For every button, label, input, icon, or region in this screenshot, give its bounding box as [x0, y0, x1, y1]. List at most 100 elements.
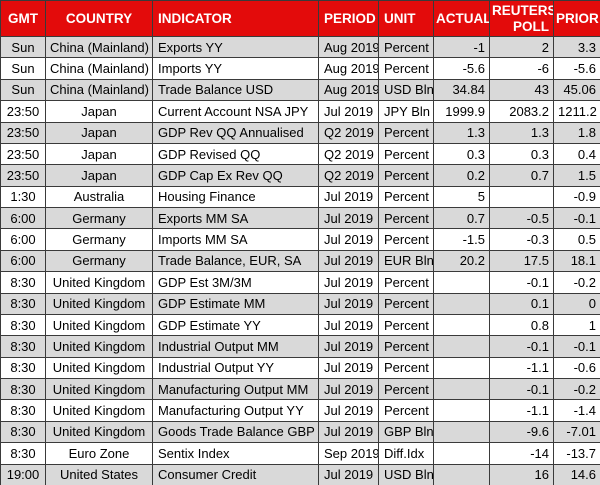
cell-period: Jul 2019: [318, 249, 379, 273]
cell-indicator: Industrial Output YY: [152, 356, 319, 380]
table-row: 8:30 United Kingdom GDP Estimate MM Jul 201…: [0, 292, 600, 315]
cell-unit: Percent: [378, 377, 434, 401]
cell-country: Japan: [45, 164, 153, 187]
cell-poll: 0.8: [489, 313, 554, 337]
cell-gmt: 19:00: [0, 463, 46, 485]
cell-period: Jul 2019: [318, 271, 379, 294]
cell-gmt: 8:30: [0, 313, 46, 337]
cell-actual: [433, 399, 490, 422]
cell-prior: -7.01: [553, 420, 600, 444]
cell-prior: 3.3: [553, 35, 600, 59]
col-header-country: COUNTRY: [45, 0, 153, 37]
cell-unit: Percent: [378, 399, 434, 422]
cell-poll: -14: [489, 442, 554, 465]
col-header-prior: PRIOR: [553, 0, 600, 37]
cell-poll: -1.1: [489, 399, 554, 422]
col-header-period: PERIOD: [318, 0, 379, 37]
cell-period: Jul 2019: [318, 463, 379, 485]
cell-unit: EUR Bln: [378, 249, 434, 273]
cell-indicator: Exports MM SA: [152, 206, 319, 230]
cell-actual: [433, 377, 490, 401]
cell-poll: 17.5: [489, 249, 554, 273]
cell-period: Aug 2019: [318, 35, 379, 59]
cell-prior: 1.8: [553, 121, 600, 144]
col-header-indicator: INDICATOR: [152, 0, 319, 37]
cell-gmt: 6:00: [0, 249, 46, 273]
col-header-reuters-poll: REUTERS POLL: [489, 0, 554, 37]
cell-period: Jul 2019: [318, 292, 379, 315]
cell-gmt: 23:50: [0, 164, 46, 187]
cell-poll: -9.6: [489, 420, 554, 444]
cell-indicator: Imports MM SA: [152, 228, 319, 251]
cell-unit: Percent: [378, 164, 434, 187]
table-row: 23:50 Japan Current Account NSA JPY Jul 201…: [0, 100, 600, 123]
table-row: 6:00 Germany Exports MM SA Jul 2019 Percent 0…: [0, 206, 600, 230]
cell-country: United Kingdom: [45, 335, 153, 358]
cell-gmt: 23:50: [0, 142, 46, 166]
cell-gmt: 8:30: [0, 335, 46, 358]
cell-country: China (Mainland): [45, 35, 153, 59]
cell-indicator: GDP Est 3M/3M: [152, 271, 319, 294]
cell-gmt: 23:50: [0, 121, 46, 144]
cell-period: Jul 2019: [318, 313, 379, 337]
cell-unit: Percent: [378, 121, 434, 144]
cell-period: Q2 2019: [318, 142, 379, 166]
cell-indicator: GDP Cap Ex Rev QQ: [152, 164, 319, 187]
cell-unit: Percent: [378, 185, 434, 209]
cell-actual: [433, 271, 490, 294]
cell-gmt: 6:00: [0, 228, 46, 251]
cell-country: Japan: [45, 121, 153, 144]
cell-indicator: Trade Balance USD: [152, 78, 319, 102]
table-row: Sun China (Mainland) Trade Balance USD Aug …: [0, 78, 600, 102]
table-row: 1:30 Australia Housing Finance Jul 2019 Perc…: [0, 185, 600, 209]
cell-period: Jul 2019: [318, 335, 379, 358]
cell-country: United Kingdom: [45, 420, 153, 444]
col-header-gmt: GMT: [0, 0, 46, 37]
cell-prior: -0.9: [553, 185, 600, 209]
cell-country: China (Mainland): [45, 78, 153, 102]
cell-poll: 43: [489, 78, 554, 102]
cell-prior: -0.1: [553, 206, 600, 230]
table-row: 8:30 United Kingdom Industrial Output YY Ju…: [0, 356, 600, 380]
cell-prior: 0.4: [553, 142, 600, 166]
cell-period: Jul 2019: [318, 377, 379, 401]
cell-indicator: GDP Rev QQ Annualised: [152, 121, 319, 144]
cell-indicator: Imports YY: [152, 57, 319, 80]
cell-unit: Percent: [378, 57, 434, 80]
cell-period: Jul 2019: [318, 399, 379, 422]
cell-prior: -0.2: [553, 271, 600, 294]
cell-indicator: Consumer Credit: [152, 463, 319, 485]
cell-actual: 0.3: [433, 142, 490, 166]
cell-unit: Percent: [378, 313, 434, 337]
cell-poll: 1.3: [489, 121, 554, 144]
cell-actual: 1.3: [433, 121, 490, 144]
cell-gmt: 8:30: [0, 442, 46, 465]
cell-prior: -5.6: [553, 57, 600, 80]
cell-indicator: Housing Finance: [152, 185, 319, 209]
cell-poll: 0.7: [489, 164, 554, 187]
cell-country: Euro Zone: [45, 442, 153, 465]
table-row: 8:30 Euro Zone Sentix Index Sep 2019 Diff.Id…: [0, 442, 600, 465]
cell-country: Japan: [45, 142, 153, 166]
cell-gmt: 23:50: [0, 100, 46, 123]
cell-indicator: Sentix Index: [152, 442, 319, 465]
cell-actual: 0.7: [433, 206, 490, 230]
cell-indicator: Industrial Output MM: [152, 335, 319, 358]
cell-poll: -0.3: [489, 228, 554, 251]
cell-actual: [433, 356, 490, 380]
cell-unit: GBP Bln: [378, 420, 434, 444]
cell-actual: [433, 442, 490, 465]
table-row: 8:30 United Kingdom Manufacturing Output M…: [0, 377, 600, 401]
cell-gmt: 8:30: [0, 377, 46, 401]
cell-prior: 1: [553, 313, 600, 337]
cell-period: Jul 2019: [318, 100, 379, 123]
cell-poll: 2083.2: [489, 100, 554, 123]
table-row: 8:30 United Kingdom GDP Est 3M/3M Jul 2019 P…: [0, 271, 600, 294]
cell-period: Jul 2019: [318, 228, 379, 251]
cell-poll: 0.3: [489, 142, 554, 166]
cell-unit: USD Bln: [378, 78, 434, 102]
cell-prior: -0.1: [553, 335, 600, 358]
cell-prior: -0.6: [553, 356, 600, 380]
cell-actual: -1.5: [433, 228, 490, 251]
cell-gmt: 1:30: [0, 185, 46, 209]
